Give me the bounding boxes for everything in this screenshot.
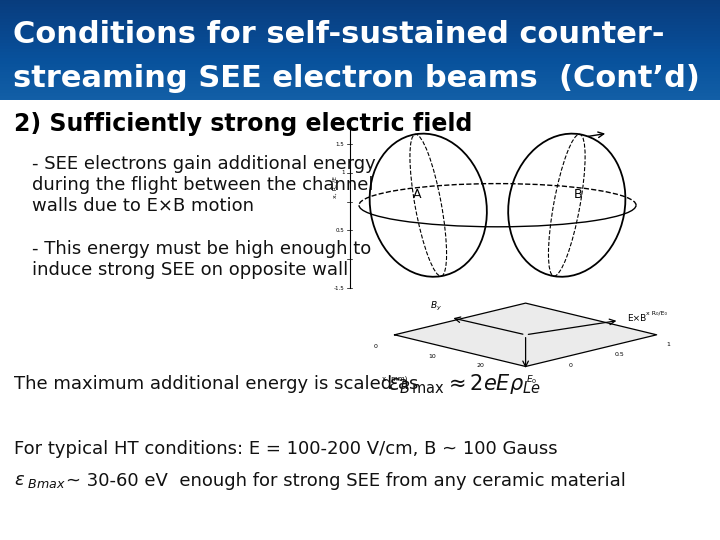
Text: during the flight between the channel: during the flight between the channel [32, 176, 374, 194]
Text: $\varepsilon_{B\,\rm{max}} \approx 2eE\rho_{Le}$: $\varepsilon_{B\,\rm{max}} \approx 2eE\r… [388, 372, 541, 396]
Text: B: B [574, 188, 582, 201]
Text: -1.5: -1.5 [333, 286, 344, 291]
Text: 2) Sufficiently strong electric field: 2) Sufficiently strong electric field [14, 112, 472, 136]
Text: 0.5: 0.5 [336, 228, 344, 233]
Polygon shape [395, 303, 657, 367]
Text: 1.5: 1.5 [336, 141, 344, 146]
Text: x, R, /E: x, R, /E [332, 176, 337, 198]
Text: 0: 0 [569, 362, 572, 368]
Text: x R₀/E₀: x R₀/E₀ [646, 310, 667, 316]
Text: x (mm): x (mm) [382, 375, 408, 382]
Text: 1: 1 [666, 342, 670, 347]
Text: $B_y$: $B_y$ [430, 300, 442, 313]
Text: ~ 30-60 eV  enough for strong SEE from any ceramic material: ~ 30-60 eV enough for strong SEE from an… [66, 472, 626, 490]
Text: 10: 10 [428, 354, 436, 359]
Text: 20: 20 [477, 362, 485, 368]
Text: The maximum additional energy is scaled as: The maximum additional energy is scaled … [14, 375, 418, 393]
Text: 0: 0 [374, 344, 378, 349]
Text: $E_0$: $E_0$ [526, 374, 537, 386]
Text: A: A [413, 188, 421, 201]
Text: walls due to E×B motion: walls due to E×B motion [32, 197, 254, 215]
Text: Conditions for self-sustained counter-: Conditions for self-sustained counter- [13, 20, 665, 49]
Text: For typical HT conditions: E = 100-200 V/cm, B ~ 100 Gauss: For typical HT conditions: E = 100-200 V… [14, 440, 557, 458]
Text: $\varepsilon$$_{\ Bmax}$: $\varepsilon$$_{\ Bmax}$ [14, 472, 66, 490]
Text: induce strong SEE on opposite wall: induce strong SEE on opposite wall [32, 261, 348, 279]
Text: 0.5: 0.5 [614, 353, 624, 357]
Text: E×B: E×B [626, 314, 646, 323]
Text: - This energy must be high enough to: - This energy must be high enough to [32, 240, 372, 258]
Text: 1: 1 [341, 170, 344, 176]
Text: streaming SEE electron beams  (Cont’d): streaming SEE electron beams (Cont’d) [13, 64, 700, 93]
Text: - SEE electrons gain additional energy: - SEE electrons gain additional energy [32, 155, 376, 173]
